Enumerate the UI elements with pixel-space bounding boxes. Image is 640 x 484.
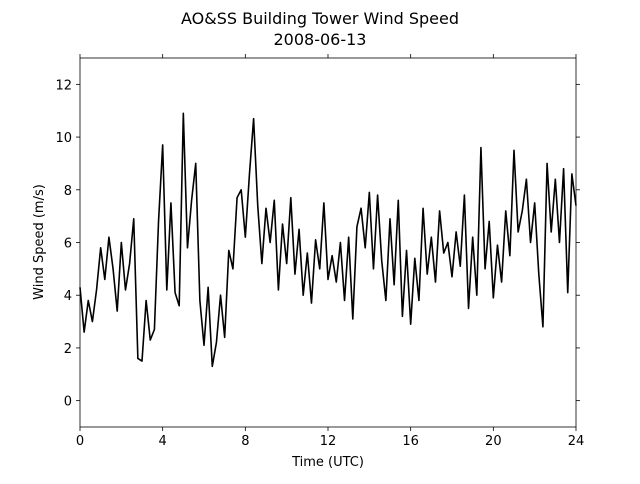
y-tick-label: 2 bbox=[64, 342, 72, 357]
y-tick-label: 10 bbox=[55, 131, 72, 146]
chart-title: AO&SS Building Tower Wind Speed bbox=[181, 9, 459, 28]
x-axis-label: Time (UTC) bbox=[291, 455, 364, 470]
y-tick-label: 0 bbox=[64, 395, 72, 410]
y-tick-label: 8 bbox=[64, 184, 72, 199]
x-tick-label: 0 bbox=[76, 434, 84, 449]
line-series bbox=[79, 112, 577, 368]
chart-subtitle: 2008-06-13 bbox=[274, 30, 367, 49]
y-tick-label: 6 bbox=[64, 237, 72, 252]
y-axis-label: Wind Speed (m/s) bbox=[32, 184, 47, 300]
x-tick-label: 8 bbox=[241, 434, 249, 449]
y-tick-label: 4 bbox=[64, 289, 72, 304]
x-tick-label: 12 bbox=[320, 434, 337, 449]
x-tick-label: 16 bbox=[402, 434, 419, 449]
x-tick-label: 20 bbox=[485, 434, 502, 449]
x-tick-label: 24 bbox=[568, 434, 585, 449]
y-tick-label: 12 bbox=[55, 78, 72, 93]
plot-frame bbox=[79, 57, 577, 428]
x-tick-label: 4 bbox=[159, 434, 167, 449]
